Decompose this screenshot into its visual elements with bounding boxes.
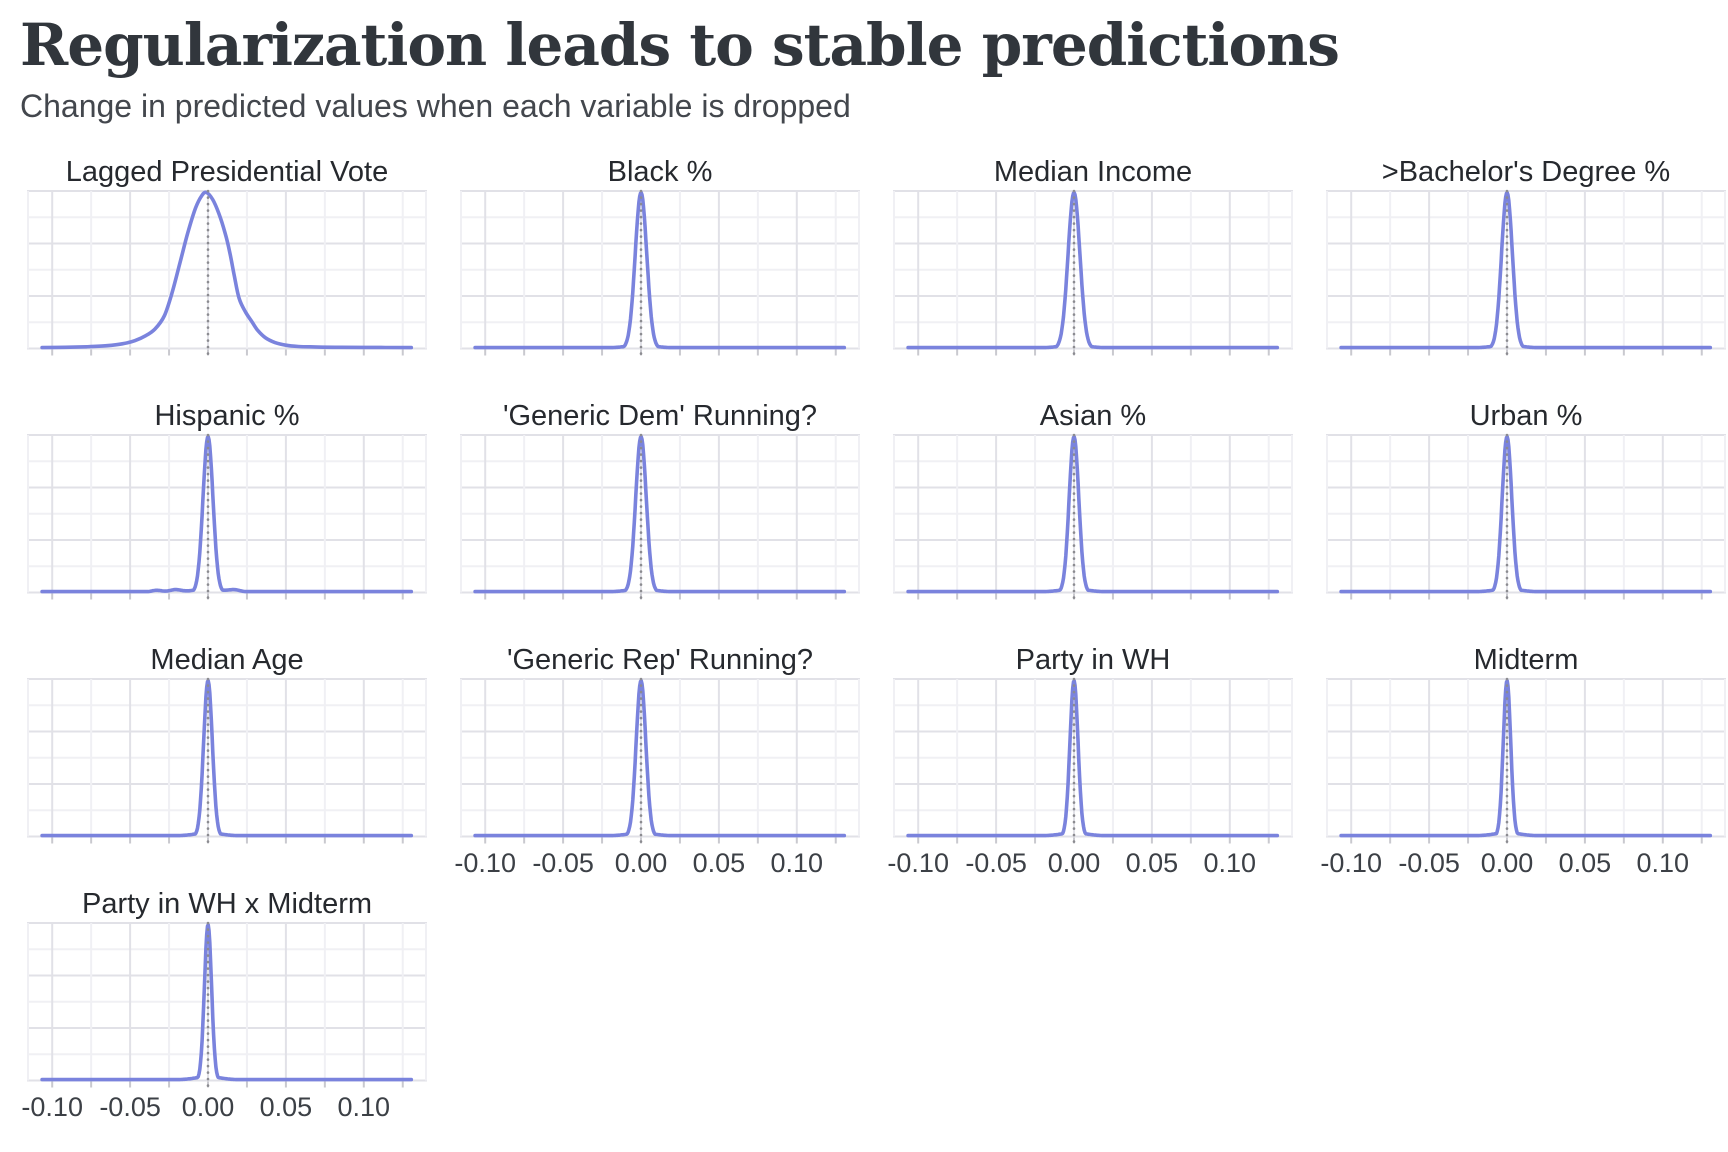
chart-subtitle: Change in predicted values when each var… bbox=[20, 87, 851, 124]
density-curve bbox=[1339, 190, 1713, 350]
x-tick-label: 0.00 bbox=[181, 1091, 235, 1122]
density-curve bbox=[40, 190, 414, 350]
density-panel: 'Generic Dem' Running? bbox=[433, 393, 866, 637]
x-tick-label: -0.05 bbox=[99, 1091, 161, 1122]
x-axis-labels: -0.10 -0.05 0.00 0.05 0.10 bbox=[454, 847, 860, 878]
density-plot bbox=[27, 189, 427, 358]
panel-title: Black % bbox=[607, 155, 713, 188]
density-panel: Lagged Presidential Vote bbox=[0, 149, 433, 393]
density-plot bbox=[893, 189, 1293, 358]
panel-title: Median Age bbox=[150, 643, 304, 676]
panel-title: Midterm bbox=[1473, 643, 1579, 676]
x-tick-label: -0.05 bbox=[532, 847, 594, 878]
density-plot bbox=[1326, 189, 1726, 358]
x-tick-label: 0.10 bbox=[1636, 847, 1690, 878]
panel-title: 'Generic Rep' Running? bbox=[506, 643, 814, 676]
density-curve bbox=[1339, 678, 1713, 838]
x-tick-label: 0.10 bbox=[337, 1091, 391, 1122]
panel-title: Urban % bbox=[1469, 399, 1583, 432]
x-tick-label: 0.00 bbox=[1047, 847, 1101, 878]
x-tick-label: 0.10 bbox=[1203, 847, 1257, 878]
density-curve bbox=[40, 678, 414, 838]
panels-grid: Lagged Presidential Vote Black % Median In… bbox=[0, 149, 1728, 1125]
panel-title: Asian % bbox=[1039, 399, 1147, 432]
panel-title: Hispanic % bbox=[154, 399, 300, 432]
x-axis-labels: -0.10 -0.05 0.00 0.05 0.10 bbox=[21, 1091, 427, 1122]
density-curve bbox=[906, 190, 1280, 350]
density-panel: Black % bbox=[433, 149, 866, 393]
x-tick-label: 0.05 bbox=[1125, 847, 1179, 878]
density-curve bbox=[40, 434, 414, 594]
panel-title: Party in WH bbox=[1015, 643, 1171, 676]
panel-title: Median Income bbox=[993, 155, 1193, 188]
x-tick-label: 0.05 bbox=[692, 847, 746, 878]
density-plot bbox=[27, 921, 427, 1090]
panel-title: >Bachelor's Degree % bbox=[1381, 155, 1671, 188]
density-plot bbox=[893, 433, 1293, 602]
density-plot bbox=[1326, 677, 1726, 846]
chart-title: Regularization leads to stable predictio… bbox=[20, 11, 1340, 79]
density-panel: Urban % bbox=[1299, 393, 1728, 637]
x-axis-labels: -0.10 -0.05 0.00 0.05 0.10 bbox=[1320, 847, 1726, 878]
density-panel: Party in WH x Midterm -0.10 -0.05 0.00 0.05 0… bbox=[0, 881, 433, 1125]
panel-title: 'Generic Dem' Running? bbox=[502, 399, 818, 432]
x-tick-label: 0.00 bbox=[614, 847, 668, 878]
x-axis-labels: -0.10 -0.05 0.00 0.05 0.10 bbox=[887, 847, 1293, 878]
x-tick-label: 0.00 bbox=[1480, 847, 1534, 878]
density-plot bbox=[893, 677, 1293, 846]
x-tick-label: -0.10 bbox=[887, 847, 949, 878]
density-panel: Median Age bbox=[0, 637, 433, 881]
x-tick-label: -0.10 bbox=[21, 1091, 83, 1122]
density-plot bbox=[460, 677, 860, 846]
density-curve bbox=[473, 434, 847, 594]
density-curve bbox=[1339, 434, 1713, 594]
density-panel: Midterm -0.10 -0.05 0.00 0.05 0.10 bbox=[1299, 637, 1728, 881]
density-plot bbox=[460, 433, 860, 602]
density-curve bbox=[473, 190, 847, 350]
density-panel: Hispanic % bbox=[0, 393, 433, 637]
chart-header: Regularization leads to stable predictio… bbox=[0, 0, 1728, 125]
density-plot bbox=[460, 189, 860, 358]
x-tick-label: 0.05 bbox=[259, 1091, 313, 1122]
density-plot bbox=[1326, 433, 1726, 602]
density-panel: 'Generic Rep' Running? -0.10 -0.05 0.00 0.05… bbox=[433, 637, 866, 881]
panel-title: Party in WH x Midterm bbox=[81, 887, 373, 920]
density-plot bbox=[27, 677, 427, 846]
x-tick-label: 0.05 bbox=[1558, 847, 1612, 878]
density-panel: >Bachelor's Degree % bbox=[1299, 149, 1728, 393]
density-curve bbox=[906, 434, 1280, 594]
x-tick-label: 0.10 bbox=[770, 847, 824, 878]
density-curve bbox=[40, 922, 414, 1082]
x-tick-label: -0.10 bbox=[454, 847, 516, 878]
density-panel: Asian % bbox=[866, 393, 1299, 637]
density-panel: Party in WH -0.10 -0.05 0.00 0.05 0.10 bbox=[866, 637, 1299, 881]
x-tick-label: -0.05 bbox=[965, 847, 1027, 878]
density-panel: Median Income bbox=[866, 149, 1299, 393]
x-tick-label: -0.10 bbox=[1320, 847, 1382, 878]
panel-title: Lagged Presidential Vote bbox=[65, 155, 389, 188]
density-plot bbox=[27, 433, 427, 602]
density-curve bbox=[906, 678, 1280, 838]
x-tick-label: -0.05 bbox=[1398, 847, 1460, 878]
density-curve bbox=[473, 678, 847, 838]
